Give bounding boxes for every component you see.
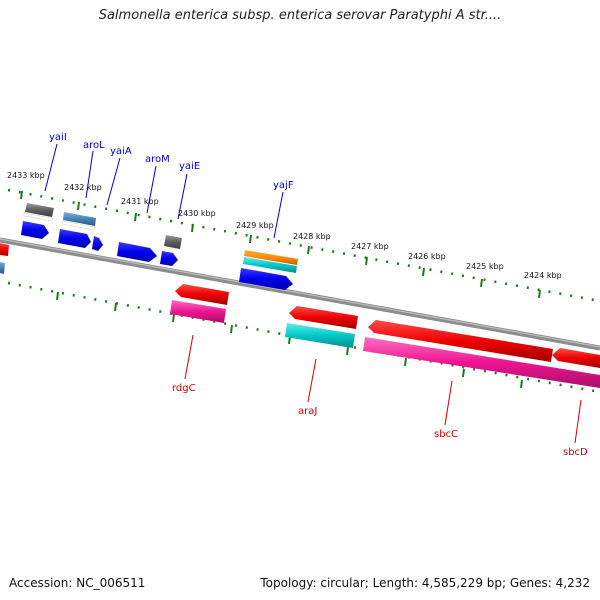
cds-feature[interactable] (239, 268, 293, 290)
genome-summary-text: Topology: circular; Length: 4,585,229 bp… (260, 576, 590, 590)
inner-scale-ruler (7, 281, 600, 394)
scale-label-2429: 2429 kbp (236, 221, 274, 230)
gene-feature[interactable] (243, 257, 297, 273)
reverse-features (170, 284, 600, 388)
gene-label-sbcC[interactable]: sbcC (434, 429, 458, 440)
forward-features (0, 203, 298, 290)
scale-label-2430: 2430 kbp (178, 209, 216, 218)
cds-feature[interactable] (58, 229, 91, 248)
gene-label-araJ[interactable]: araJ (298, 406, 317, 417)
scale-label-2428: 2428 kbp (293, 232, 331, 241)
gene-label-yaiA[interactable]: yaiA (110, 146, 132, 157)
genome-backbone (0, 237, 600, 351)
gene-feature[interactable] (61, 220, 96, 231)
gene-feature[interactable] (23, 212, 53, 222)
gene-feature[interactable] (170, 300, 226, 323)
scale-label-2424: 2424 kbp (524, 271, 562, 280)
cds-feature[interactable] (160, 251, 178, 266)
scale-label-2431: 2431 kbp (121, 197, 159, 206)
forward-label-leaders (44, 143, 284, 239)
cds-feature[interactable] (0, 262, 5, 274)
gene-feature[interactable] (164, 235, 182, 249)
gene-feature[interactable] (285, 323, 355, 348)
map-title: Salmonella enterica subsp. enterica sero… (98, 8, 502, 23)
gene-label-yaiI[interactable]: yaiI (49, 132, 67, 143)
cds-feature[interactable] (175, 284, 229, 305)
scale-label-2432: 2432 kbp (64, 183, 102, 192)
gene-label-rdgC[interactable]: rdgC (172, 383, 196, 394)
cds-feature[interactable] (117, 242, 157, 262)
gene-label-yajF[interactable]: yajF (273, 180, 294, 191)
cds-feature[interactable] (21, 221, 49, 239)
gene-feature[interactable] (25, 203, 54, 217)
outer-scale-ruler (7, 188, 600, 303)
scale-label-2433: 2433 kbp (7, 171, 45, 180)
cds-feature[interactable] (368, 320, 553, 362)
gene-feature[interactable] (363, 337, 600, 388)
cds-feature[interactable] (92, 236, 103, 251)
cds-feature[interactable] (0, 243, 9, 256)
cds-feature[interactable] (289, 306, 358, 329)
gene-label-yaiE[interactable]: yaiE (179, 161, 200, 172)
scale-label-2426: 2426 kbp (408, 252, 446, 261)
gene-label-sbcD[interactable]: sbcD (563, 447, 588, 458)
scale-label-2425: 2425 kbp (466, 262, 504, 271)
gene-label-aroL[interactable]: aroL (83, 140, 105, 151)
scale-label-2427: 2427 kbp (351, 242, 389, 251)
gene-label-aroM[interactable]: aroM (145, 154, 170, 165)
gene-feature[interactable] (244, 250, 298, 265)
cds-feature[interactable] (552, 348, 600, 368)
gene-feature[interactable] (63, 212, 96, 226)
accession-text: Accession: NC_006511 (9, 576, 146, 590)
reverse-label-leaders (184, 334, 582, 444)
